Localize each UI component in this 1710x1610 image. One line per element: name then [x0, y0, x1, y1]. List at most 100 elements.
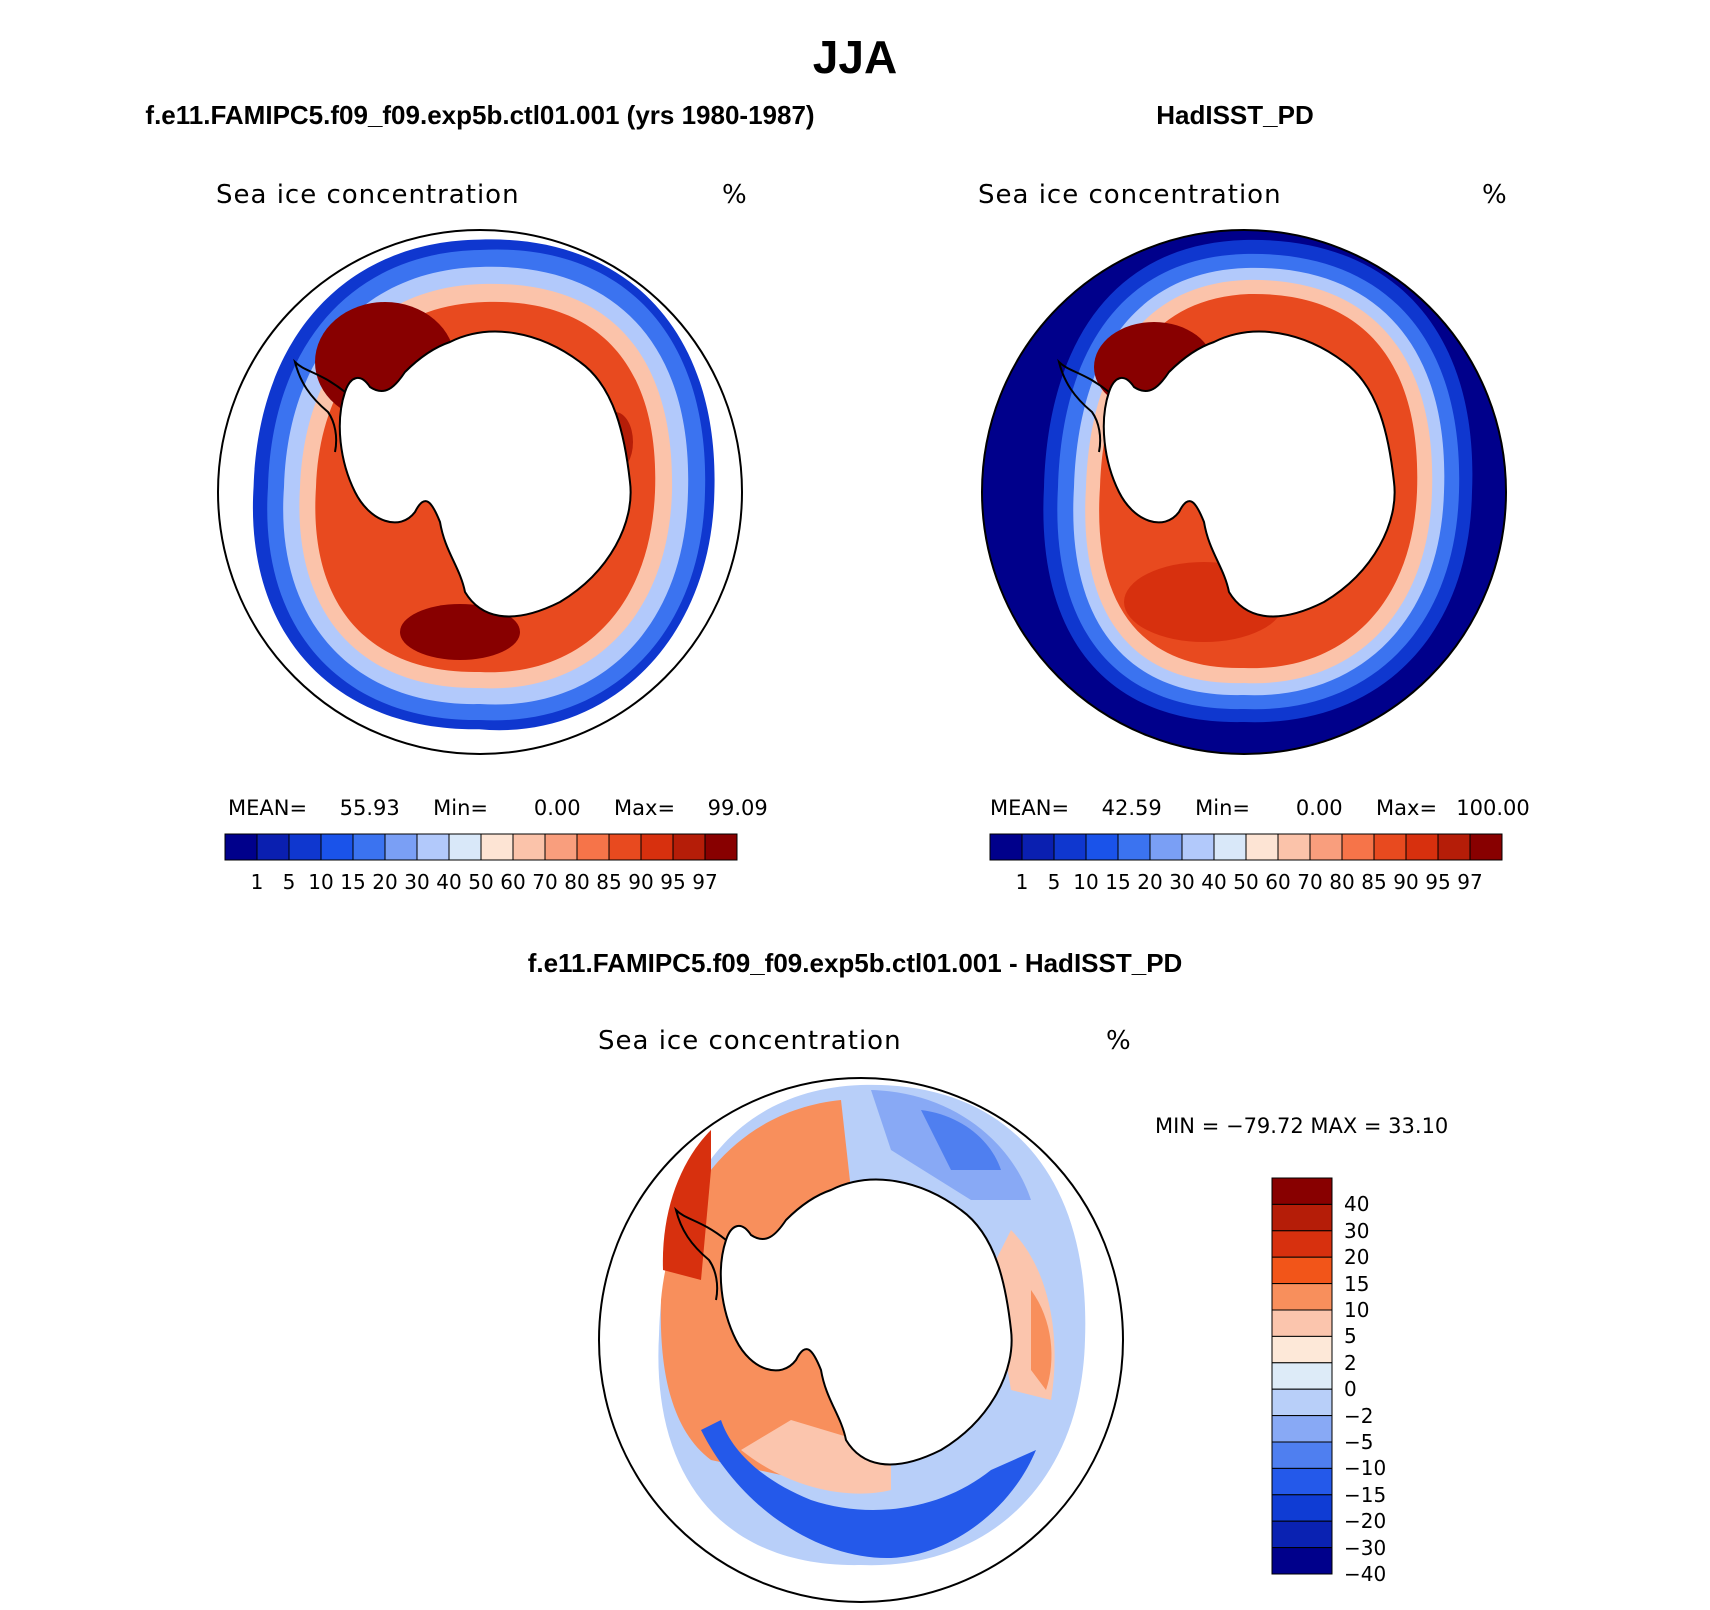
- colorbar-swatch: [1309, 833, 1343, 861]
- colorbar-swatch: [1245, 833, 1279, 861]
- antarctica-outline: [1102, 330, 1396, 618]
- panel-title-diff: f.e11.FAMIPC5.f09_f09.exp5b.ctl01.001 - …: [527, 948, 1183, 978]
- colorbar-tick-label: 10: [1073, 870, 1099, 894]
- colorbar-swatch: [989, 833, 1023, 861]
- colorbar-tick-label: −2: [1344, 1403, 1374, 1428]
- colorbar-model: [224, 833, 738, 861]
- colorbar-swatch: [1271, 1256, 1333, 1285]
- colorbar-swatch: [352, 833, 386, 861]
- colorbar-swatch: [1213, 833, 1247, 861]
- colorbar-swatch: [224, 833, 258, 861]
- colorbar-tick-label: 15: [340, 870, 366, 894]
- colorbar-tick-label: 85: [596, 870, 622, 894]
- min-value: 0.00: [533, 796, 581, 820]
- colorbar-swatch: [1271, 1203, 1333, 1232]
- antarctica-outline: [719, 1178, 1013, 1466]
- colorbar-tick-label: 20: [1137, 870, 1163, 894]
- colorbar-tick-label: −5: [1344, 1430, 1374, 1454]
- colorbar-swatch: [1271, 1388, 1333, 1417]
- antarctica-outline: [338, 330, 632, 618]
- panel-title-obs: HadISST_PD: [1156, 100, 1314, 130]
- colorbar-tick-label: −15: [1344, 1482, 1387, 1507]
- variable-label-model: Sea ice concentration: [216, 180, 520, 210]
- colorbar-tick-label: 15: [1344, 1271, 1370, 1296]
- variable-label-diff: Sea ice concentration: [598, 1026, 902, 1056]
- max-value: 100.00: [1456, 796, 1530, 820]
- max-label: Max=: [1376, 796, 1438, 820]
- mean-label: MEAN=: [990, 796, 1070, 820]
- panel-title-model: f.e11.FAMIPC5.f09_f09.exp5b.ctl01.001 (y…: [145, 100, 815, 130]
- colorbar-tick-label: 30: [404, 870, 430, 894]
- min-label: Min=: [433, 796, 488, 820]
- colorbar-tick-label: 10: [308, 870, 334, 894]
- colorbar-tick-label: 70: [532, 870, 558, 894]
- max-value: 99.09: [707, 796, 768, 820]
- colorbar-swatch: [672, 833, 706, 861]
- colorbar-swatch: [1117, 833, 1151, 861]
- colorbar-ticks-obs: 1 5 10 15 20 30 40 50 60 70 80 85 90 95 97: [990, 870, 1502, 896]
- colorbar-tick-label: 95: [1425, 870, 1451, 894]
- colorbar-tick-label: 97: [1457, 870, 1483, 894]
- min-value: 0.00: [1295, 796, 1343, 820]
- colorbar-swatch: [608, 833, 642, 861]
- colorbar-tick-label: −30: [1344, 1535, 1387, 1560]
- colorbar-tick-label: 70: [1297, 870, 1323, 894]
- colorbar-tick-label: 60: [1265, 870, 1291, 894]
- colorbar-tick-label: 1: [250, 870, 264, 894]
- colorbar-tick-label: 40: [436, 870, 462, 894]
- colorbar-tick-label: 1: [1015, 870, 1029, 894]
- colorbar-swatch: [576, 833, 610, 861]
- polar-map-obs: [981, 229, 1507, 755]
- mean-value: 42.59: [1101, 796, 1162, 820]
- colorbar-swatch: [1271, 1467, 1333, 1496]
- colorbar-swatch: [416, 833, 450, 861]
- colorbar-tick-label: 60: [500, 870, 526, 894]
- colorbar-swatch: [1053, 833, 1087, 861]
- colorbar-swatch: [1271, 1230, 1333, 1258]
- colorbar-swatch: [704, 833, 738, 861]
- colorbar-swatch: [1341, 833, 1375, 861]
- colorbar-tick-label: 50: [1233, 870, 1259, 894]
- max-label: Max=: [614, 796, 676, 820]
- colorbar-swatch: [1271, 1283, 1333, 1311]
- colorbar-swatch: [1271, 1520, 1333, 1549]
- polar-map-diff: [598, 1077, 1124, 1603]
- colorbar-tick-label: 97: [692, 870, 718, 894]
- colorbar-tick-label: −20: [1344, 1509, 1387, 1534]
- units-label-obs: %: [1482, 180, 1508, 210]
- mean-label: MEAN=: [228, 796, 308, 820]
- colorbar-tick-label: 40: [1201, 870, 1227, 894]
- colorbar-tick-label: 20: [1344, 1245, 1370, 1270]
- colorbar-swatch: [1271, 1309, 1333, 1337]
- colorbar-tick-label: 30: [1344, 1218, 1370, 1243]
- colorbar-ticks-model: 1 5 10 15 20 30 40 50 60 70 80 85 90 95 97: [225, 870, 737, 896]
- colorbar-swatch: [1271, 1441, 1333, 1469]
- colorbar-swatch: [1373, 833, 1407, 861]
- colorbar-swatch: [480, 833, 514, 861]
- colorbar-swatch: [384, 833, 418, 861]
- mean-value: 55.93: [339, 796, 400, 820]
- figure-title: JJA: [812, 31, 898, 83]
- colorbar-swatch: [544, 833, 578, 861]
- units-label-model: %: [722, 180, 748, 210]
- stats-diff: MIN = −79.72 MAX = 33.10: [1155, 1114, 1449, 1138]
- colorbar-tick-label: 20: [372, 870, 398, 894]
- colorbar-tick-label: 5: [1344, 1324, 1357, 1349]
- colorbar-swatch: [1405, 833, 1439, 861]
- colorbar-tick-label: 85: [1361, 870, 1387, 894]
- colorbar-tick-label: 95: [660, 870, 686, 894]
- colorbar-diff: [1271, 1177, 1333, 1575]
- polar-map-model: [217, 229, 743, 755]
- colorbar-tick-label: 15: [1105, 870, 1131, 894]
- colorbar-ticks-diff: 40 30 20 15 10 5 2 0 −2 −5 −10 −15 −20 −30 −40: [1344, 1178, 1424, 1586]
- colorbar-swatch: [640, 833, 674, 861]
- colorbar-swatch: [1271, 1415, 1333, 1443]
- colorbar-swatch: [1437, 833, 1471, 861]
- colorbar-tick-label: 90: [1393, 870, 1419, 894]
- colorbar-swatch: [448, 833, 482, 861]
- colorbar-tick-label: 30: [1169, 870, 1195, 894]
- units-label-diff: %: [1106, 1026, 1132, 1056]
- colorbar-swatch: [1021, 833, 1055, 861]
- colorbar-tick-label: 5: [1047, 870, 1061, 894]
- colorbar-tick-label: 40: [1344, 1192, 1370, 1217]
